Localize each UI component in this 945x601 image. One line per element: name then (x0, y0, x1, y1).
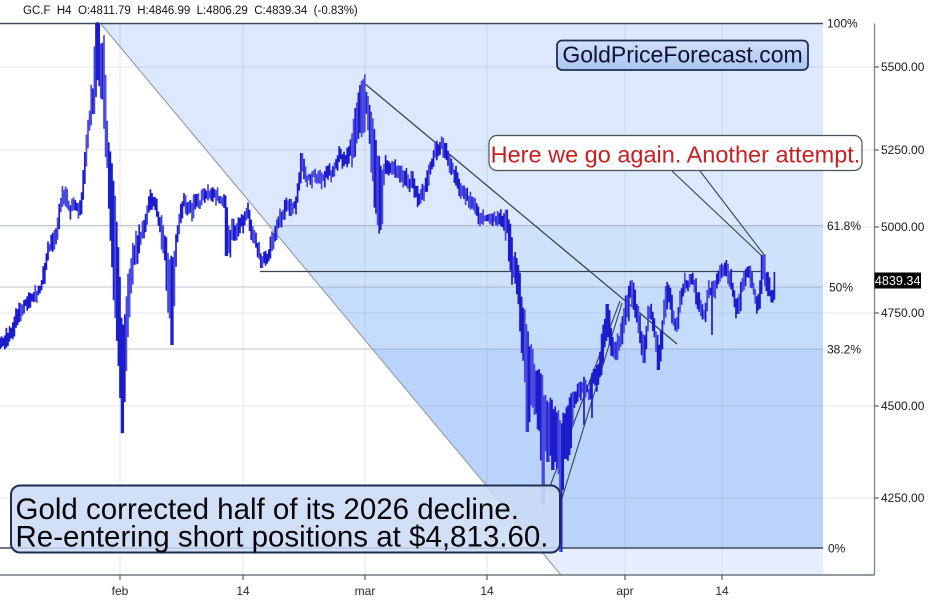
svg-text:Gold corrected half of its 202: Gold corrected half of its 2026 decline. (16, 493, 519, 526)
svg-text:4750.00: 4750.00 (881, 306, 925, 320)
svg-text:feb: feb (112, 584, 129, 598)
svg-text:Here we go again. Another atte: Here we go again. Another attempt. (491, 142, 861, 168)
svg-text:4839.34: 4839.34 (875, 274, 921, 288)
svg-text:14: 14 (715, 584, 729, 598)
svg-text:0%: 0% (828, 542, 846, 556)
svg-text:14: 14 (236, 584, 250, 598)
svg-text:4500.00: 4500.00 (881, 399, 925, 413)
svg-text:38.2%: 38.2% (827, 343, 861, 357)
svg-text:5250.00: 5250.00 (881, 143, 925, 157)
svg-text:5000.00: 5000.00 (881, 220, 925, 234)
svg-text:50%: 50% (829, 281, 853, 295)
svg-text:Re-entering short positions at: Re-entering short positions at $4,813.60… (16, 521, 549, 554)
svg-text:61.8%: 61.8% (827, 219, 861, 233)
svg-text:GoldPriceForecast.com: GoldPriceForecast.com (562, 42, 802, 68)
svg-text:mar: mar (355, 584, 376, 598)
svg-text:5500.00: 5500.00 (881, 60, 925, 74)
svg-text:100%: 100% (827, 17, 858, 31)
svg-text:GC.F H4 O:4811.79 H:4846.99: GC.F H4 O:4811.79 H:4846.99 L:4806.29 C:… (23, 5, 358, 17)
svg-text:4250.00: 4250.00 (881, 491, 925, 505)
svg-text:apr: apr (616, 584, 633, 598)
svg-text:14: 14 (480, 584, 494, 598)
